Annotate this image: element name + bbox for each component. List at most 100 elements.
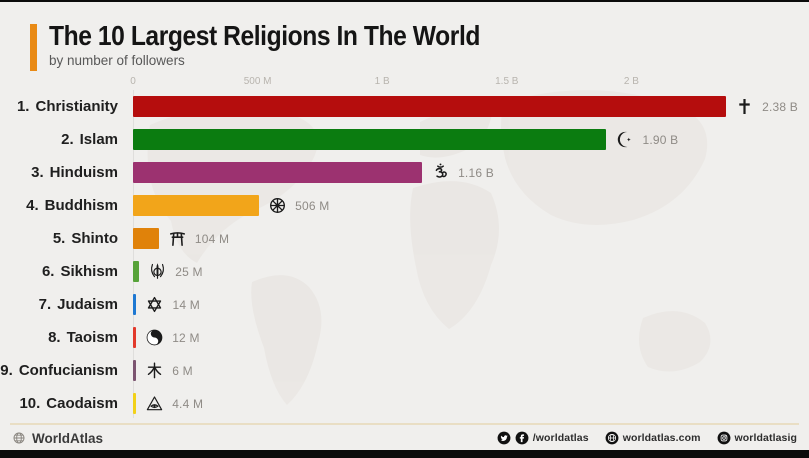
religion-name: Shinto [71,230,118,247]
value-bar [133,162,423,183]
value-bar [133,195,260,216]
bar-meta: 4.4 M [145,394,203,413]
x-axis-tick-label: 500 M [243,76,272,87]
rank-number: 6. [41,263,55,280]
value-label: 2.38 B [762,99,798,114]
bar-meta: 2.38 B [735,97,798,116]
bar-zone: 12 M [133,327,200,348]
rank-number: 8. [48,329,61,346]
eye-of-providence-icon [145,394,164,413]
religion-name: Caodaism [46,395,118,412]
social-handle: worldatlas.com [622,432,701,444]
social-handle: /worldatlas [532,432,589,444]
religion-name: Islam [79,131,118,148]
rank-number: 5. [52,230,66,247]
bar-meta: 506 M [268,196,329,215]
rank-number: 4. [26,197,39,214]
value-bar [133,228,159,249]
rank-number: 7. [38,296,52,313]
bar-meta: 25 M [148,262,202,281]
bar-zone: 2.38 B [133,96,798,117]
star-of-david-icon [145,295,164,314]
bar-zone: 506 M [133,195,329,216]
religion-name: Hinduism [49,164,118,181]
religion-name: Confucianism [18,362,118,379]
footer-divider [10,423,799,425]
rank-number: 3. [31,164,44,181]
cross-icon [735,97,754,116]
social-group: /worldatlas [497,431,589,445]
x-axis-tick-label: 0 [130,76,136,87]
title-accent-bar [30,24,37,71]
rank-number: 9. [0,362,13,379]
bar-row-label: 10. Caodaism [0,395,118,412]
brand-name: WorldAtlas [32,430,104,446]
social-links: /worldatlas worldatlas.com worldatlasig [497,431,797,445]
bar-row-label: 9. Confucianism [0,362,118,379]
value-label: 6 M [172,363,193,378]
bar-zone: 1.16 B [133,162,494,183]
worldatlas-globe-icon [12,431,26,445]
bar-row-label: 6. Sikhism [0,263,118,280]
bar-row-label: 8. Taoism [0,329,118,346]
star-and-crescent-icon [615,130,634,149]
value-bar [133,261,140,282]
bar-row-label: 3. Hinduism [0,164,118,181]
value-label: 1.16 B [458,165,494,180]
bar-row-christianity: 1. Christianity 2.38 B [0,90,809,123]
top-border [0,0,809,2]
social-group: worldatlasig [717,431,797,445]
chart-header: The 10 Largest Religions In The World by… [30,21,539,71]
value-label: 14 M [172,297,200,312]
value-label: 1.90 B [642,132,679,147]
dharma-wheel-icon [268,196,287,215]
worldatlas-logo: WorldAtlas [12,431,103,446]
bar-meta: 1.90 B [615,130,678,149]
rank-number: 1. [16,98,30,115]
wood-character-icon [145,361,164,380]
bar-row-judaism: 7. Judaism 14 M [0,288,809,321]
bar-meta: 1.16 B [431,163,494,182]
bottom-border [0,450,809,458]
khanda-icon [148,262,167,281]
bar-zone: 25 M [133,261,203,282]
footer: WorldAtlas /worldatlas worldatlas.com worl… [12,427,797,449]
religion-name: Taoism [66,329,118,346]
bar-row-confucianism: 9. Confucianism 6 M [0,354,809,387]
x-axis-tick-label: 2 B [623,76,639,87]
value-label: 25 M [175,264,203,279]
yin-yang-icon [145,328,164,347]
bar-row-buddhism: 4. Buddhism 506 M [0,189,809,222]
page-subtitle: by number of followers [49,53,185,69]
religion-name: Buddhism [44,197,118,214]
value-bar [133,294,137,315]
x-axis-ticks: 0 500 M 1 B 1.5 B 2 B [0,76,809,88]
bar-row-hinduism: 3. Hinduism 1.16 B [0,156,809,189]
value-label: 104 M [194,231,230,246]
rank-number: 10. [19,395,41,412]
rank-number: 2. [61,131,74,148]
religion-name: Christianity [35,98,118,115]
x-axis-tick-label: 1 B [374,76,390,87]
value-label: 4.4 M [172,396,204,411]
globe-icon [605,431,619,445]
value-bar [133,129,607,150]
religion-name: Judaism [57,296,118,313]
torii-gate-icon [168,229,187,248]
facebook-icon [515,431,529,445]
value-label: 12 M [172,330,200,345]
social-handle: worldatlasig [734,432,797,444]
page-title: The 10 Largest Religions In The World [49,20,480,51]
bar-row-label: 5. Shinto [0,230,118,247]
value-label: 506 M [295,198,330,213]
value-bar [133,327,137,348]
value-bar [133,360,137,381]
bar-row-islam: 2. Islam 1.90 B [0,123,809,156]
bar-row-label: 2. Islam [0,131,118,148]
y-axis-line [133,90,134,418]
bar-row-caodaism: 10. Caodaism 4.4 M [0,387,809,420]
x-axis-tick-label: 1.5 B [495,76,519,87]
social-group: worldatlas.com [605,431,701,445]
twitter-icon [497,431,511,445]
